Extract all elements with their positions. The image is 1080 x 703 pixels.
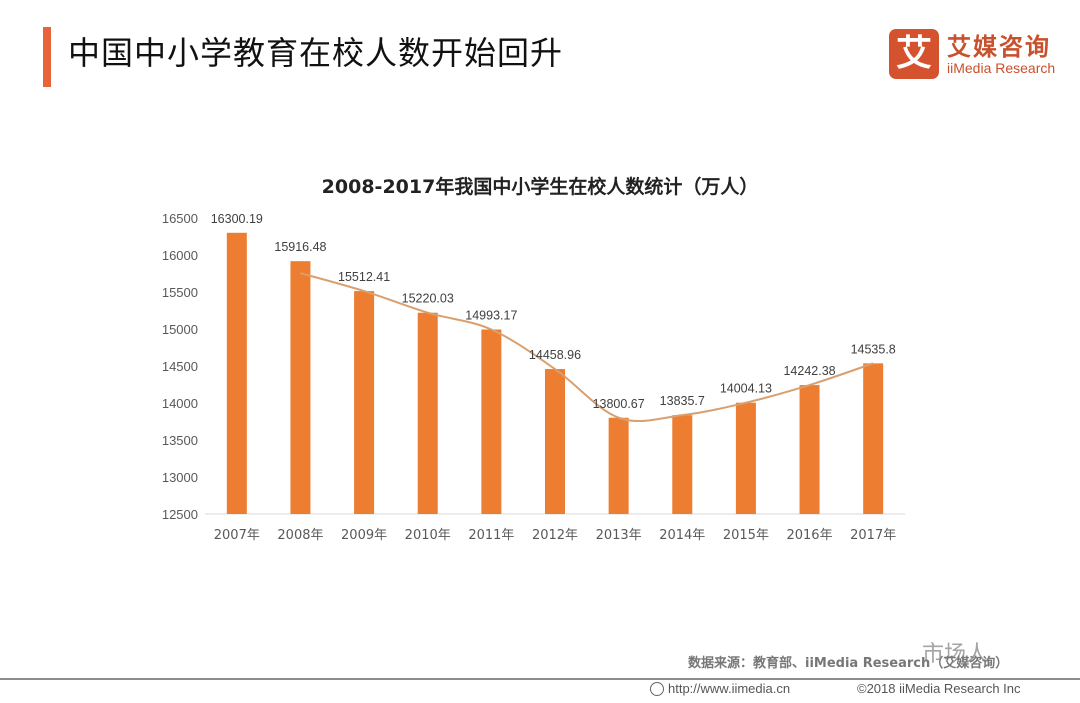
bar xyxy=(545,369,565,514)
x-tick-label: 2009年 xyxy=(341,528,387,543)
logo-name-cn: 艾媒咨询 xyxy=(947,33,1051,61)
y-tick-label: 14000 xyxy=(162,396,198,411)
x-tick-label: 2015年 xyxy=(723,528,769,543)
bar xyxy=(608,417,629,514)
bar xyxy=(290,261,311,514)
data-label: 14535.8 xyxy=(851,342,896,356)
y-tick-label: 16000 xyxy=(162,248,198,263)
x-tick-label: 2010年 xyxy=(405,528,451,543)
y-tick-label: 15000 xyxy=(162,322,198,337)
data-label: 14242.38 xyxy=(783,364,835,378)
logo-name-en: iiMedia Research xyxy=(947,60,1056,76)
logo-icon: 艾 xyxy=(889,29,939,79)
data-label: 16300.19 xyxy=(211,212,263,226)
data-source-note: 数据来源：教育部、iiMedia Research（艾媒咨询） xyxy=(688,656,1009,671)
data-label: 14993.17 xyxy=(465,309,517,323)
bar xyxy=(799,385,820,514)
page-title: 中国中小学教育在校人数开始回升 xyxy=(68,34,564,72)
x-tick-label: 2008年 xyxy=(277,528,323,543)
x-tick-label: 2014年 xyxy=(659,528,705,543)
iimedia-logo: 艾 艾媒咨询 iiMedia Research xyxy=(889,29,1069,81)
data-label: 14004.13 xyxy=(720,382,772,396)
footer-divider xyxy=(0,678,1080,680)
x-tick-label: 2013年 xyxy=(596,528,642,543)
y-tick-label: 13000 xyxy=(162,470,198,485)
y-tick-label: 13500 xyxy=(162,433,198,448)
x-tick-label: 2012年 xyxy=(532,528,578,543)
watermark: 市场人 xyxy=(922,642,989,667)
footer-copyright: ©2018 iiMedia Research Inc xyxy=(857,681,1021,696)
bar xyxy=(481,329,502,514)
x-tick-label: 2017年 xyxy=(850,528,896,543)
chart-title: 2008-2017年我国中小学生在校人数统计（万人） xyxy=(321,176,759,198)
data-label: 13835.7 xyxy=(660,394,705,408)
y-tick-label: 12500 xyxy=(162,507,198,522)
data-label: 15512.41 xyxy=(338,270,390,284)
y-tick-label: 16500 xyxy=(162,211,198,226)
trend-line xyxy=(300,272,874,423)
y-tick-label: 14500 xyxy=(162,359,198,374)
bar xyxy=(354,291,375,514)
data-label: 14458.96 xyxy=(529,348,581,362)
bar xyxy=(226,232,247,514)
globe-icon xyxy=(650,682,664,696)
footer-url-text[interactable]: http://www.iimedia.cn xyxy=(668,681,791,696)
data-label: 15220.03 xyxy=(402,292,454,306)
footer-url[interactable]: http://www.iimedia.cn xyxy=(650,681,790,696)
bar xyxy=(417,312,438,514)
title-accent-bar xyxy=(43,27,51,87)
bar xyxy=(863,363,884,514)
x-tick-label: 2007年 xyxy=(214,528,260,543)
data-label: 15916.48 xyxy=(274,240,326,254)
y-tick-label: 15500 xyxy=(162,285,198,300)
x-tick-label: 2011年 xyxy=(468,528,514,543)
x-tick-label: 2016年 xyxy=(786,528,832,543)
bar xyxy=(672,415,693,514)
data-label: 13800.67 xyxy=(593,397,645,411)
bar xyxy=(735,402,756,514)
